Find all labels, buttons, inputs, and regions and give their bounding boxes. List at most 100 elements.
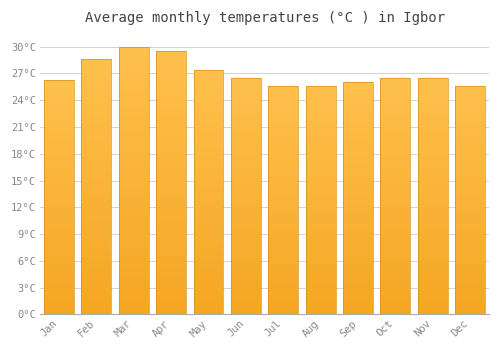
Bar [306,216,336,218]
Bar [418,194,448,196]
Bar [231,104,261,106]
Bar [380,272,410,274]
Bar [306,196,336,198]
Bar [306,287,336,289]
Bar [119,220,148,223]
Bar [119,210,148,213]
Bar [194,222,224,224]
Bar [44,218,74,220]
Bar [306,163,336,166]
Bar [268,278,298,280]
Bar [343,189,373,191]
Bar [231,251,261,253]
Bar [44,256,74,258]
Bar [418,99,448,102]
Bar [343,147,373,149]
Bar [306,209,336,211]
Bar [194,275,224,278]
Bar [455,241,485,244]
Bar [119,74,148,76]
Bar [44,230,74,232]
Bar [418,139,448,142]
Bar [82,299,112,302]
Bar [156,259,186,262]
Bar [455,209,485,211]
Bar [380,201,410,203]
Bar [343,138,373,140]
Bar [231,246,261,248]
Bar [343,87,373,89]
Bar [268,132,298,134]
Bar [343,154,373,156]
Bar [343,305,373,307]
Bar [156,85,186,88]
Bar [156,264,186,267]
Bar [156,175,186,177]
Bar [119,183,148,186]
Bar [380,111,410,113]
Bar [455,211,485,214]
Bar [306,250,336,253]
Bar [119,245,148,247]
Bar [156,96,186,98]
Bar [268,127,298,129]
Bar [119,119,148,121]
Bar [194,77,224,79]
Bar [44,202,74,204]
Bar [418,291,448,293]
Bar [455,239,485,241]
Bar [156,62,186,64]
Bar [156,272,186,275]
Bar [119,277,148,280]
Bar [455,205,485,207]
Bar [156,77,186,80]
Bar [156,236,186,238]
Bar [194,292,224,295]
Bar [194,290,224,292]
Bar [306,241,336,244]
Bar [231,236,261,239]
Bar [306,205,336,207]
Bar [268,180,298,182]
Bar [194,192,224,195]
Bar [119,103,148,105]
Bar [418,255,448,258]
Bar [156,156,186,159]
Bar [156,243,186,246]
Bar [268,287,298,289]
Bar [82,64,112,67]
Bar [156,130,186,133]
Bar [380,295,410,298]
Bar [44,199,74,202]
Bar [268,223,298,225]
Bar [418,142,448,144]
Bar [156,267,186,270]
Bar [156,91,186,93]
Bar [343,289,373,291]
Bar [380,194,410,196]
Bar [455,214,485,216]
Bar [119,218,148,220]
Bar [268,271,298,273]
Bar [119,194,148,197]
Bar [343,175,373,177]
Bar [44,279,74,281]
Bar [418,191,448,194]
Bar [194,150,224,153]
Bar [119,60,148,63]
Bar [418,108,448,111]
Bar [119,111,148,113]
Bar [194,253,224,256]
Bar [418,232,448,234]
Bar [306,159,336,161]
Bar [44,286,74,288]
Bar [343,180,373,182]
Bar [455,163,485,166]
Bar [455,273,485,275]
Bar [44,300,74,303]
Bar [268,175,298,177]
Bar [268,255,298,257]
Bar [418,165,448,168]
Bar [82,95,112,97]
Bar [231,220,261,222]
